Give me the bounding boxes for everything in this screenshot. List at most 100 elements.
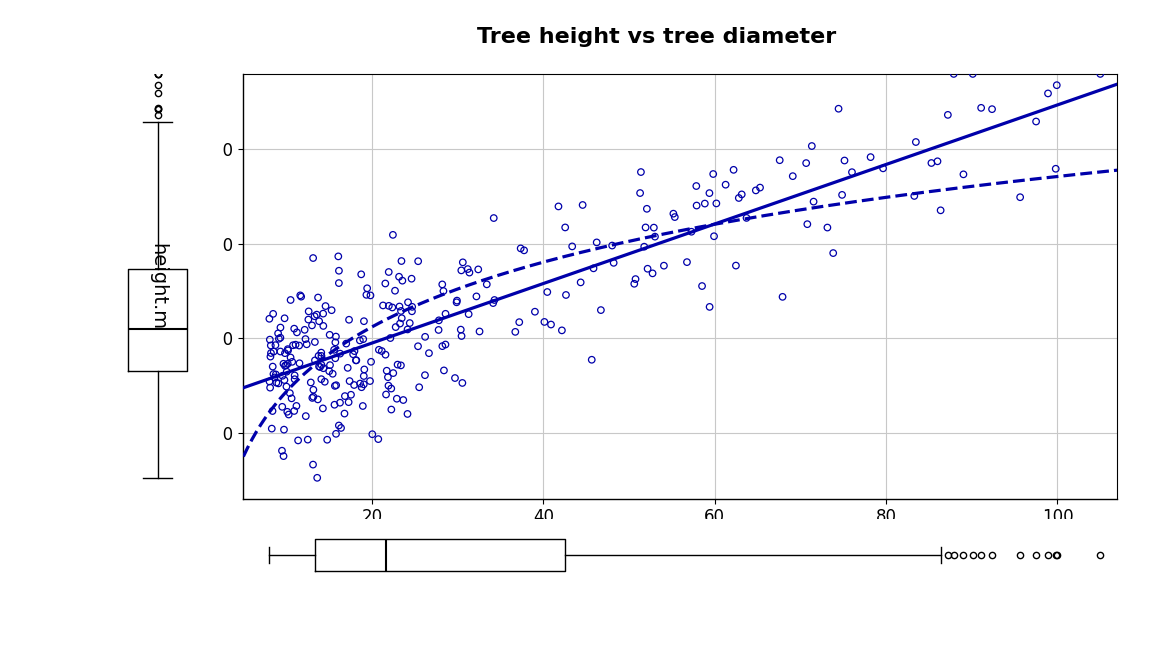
Point	[460, 308, 478, 319]
Point	[327, 429, 346, 439]
Point	[326, 337, 344, 347]
Point	[274, 451, 293, 462]
Point	[627, 274, 645, 284]
Point	[583, 354, 601, 365]
Point	[342, 389, 361, 400]
Point	[289, 435, 308, 446]
Point	[393, 276, 411, 286]
Point	[631, 187, 650, 198]
Point	[260, 334, 279, 345]
Point	[923, 158, 941, 169]
Point	[350, 335, 369, 346]
Point	[392, 360, 410, 371]
Point	[376, 278, 394, 289]
Point	[725, 165, 743, 175]
Point	[335, 390, 354, 401]
Point	[304, 459, 323, 470]
Point	[308, 309, 326, 320]
Point	[737, 212, 756, 223]
Point	[963, 69, 982, 79]
Point	[458, 263, 477, 274]
Point	[264, 362, 282, 372]
Point	[285, 323, 303, 334]
Point	[370, 345, 388, 355]
Point	[327, 380, 346, 390]
Point	[260, 313, 279, 324]
Point	[469, 264, 487, 275]
Point	[347, 355, 365, 366]
Point	[326, 380, 344, 391]
Point	[646, 231, 665, 242]
Point	[300, 314, 318, 325]
Point	[278, 366, 296, 377]
Point	[700, 187, 719, 198]
Point	[339, 362, 357, 373]
Point	[287, 339, 305, 350]
Point	[386, 286, 404, 296]
Point	[929, 156, 947, 167]
Point	[536, 317, 554, 327]
Point	[705, 231, 723, 242]
Point	[392, 306, 410, 317]
Point	[308, 472, 326, 483]
Point	[538, 287, 556, 298]
Point	[843, 167, 862, 177]
Point	[379, 267, 397, 278]
Point	[325, 345, 343, 355]
Point	[273, 401, 291, 412]
Point	[379, 372, 397, 382]
Point	[290, 358, 309, 369]
Point	[484, 298, 502, 308]
Point	[331, 397, 349, 408]
Point	[340, 376, 358, 386]
Point	[287, 401, 305, 411]
Point	[373, 300, 392, 311]
Point	[403, 306, 422, 317]
Point	[588, 237, 606, 248]
Point	[972, 102, 991, 113]
Point	[1039, 88, 1058, 99]
Point	[380, 300, 399, 311]
Point	[954, 169, 972, 179]
Point	[401, 318, 419, 329]
Point	[353, 269, 371, 280]
Point	[447, 297, 465, 308]
Point	[355, 371, 373, 382]
Point	[304, 391, 323, 402]
Point	[602, 240, 621, 251]
Point	[260, 382, 279, 393]
Point	[296, 411, 314, 421]
Point	[303, 320, 321, 331]
Point	[409, 256, 427, 267]
Point	[862, 152, 880, 163]
Point	[1026, 116, 1045, 127]
Point	[379, 380, 397, 391]
Point	[265, 346, 283, 357]
Point	[553, 325, 571, 336]
Point	[363, 429, 381, 439]
Point	[369, 433, 387, 444]
Point	[430, 325, 448, 335]
Point	[331, 348, 349, 359]
Point	[874, 163, 893, 173]
Point	[329, 278, 348, 288]
Point	[556, 222, 575, 233]
Point	[696, 198, 714, 209]
Point	[717, 179, 735, 190]
Point	[260, 376, 279, 387]
Point	[327, 331, 346, 342]
Point	[391, 301, 409, 312]
Point	[275, 424, 294, 435]
Point	[275, 313, 294, 324]
Text: height.m: height.m	[149, 243, 167, 330]
Point	[584, 263, 602, 274]
Point	[384, 229, 402, 240]
Point	[316, 376, 334, 387]
X-axis label: dbh.cm: dbh.cm	[644, 532, 717, 551]
Point	[773, 292, 791, 302]
Point	[361, 376, 379, 386]
Point	[264, 369, 282, 380]
Point	[434, 365, 453, 376]
Point	[727, 260, 745, 271]
Point	[643, 268, 661, 279]
